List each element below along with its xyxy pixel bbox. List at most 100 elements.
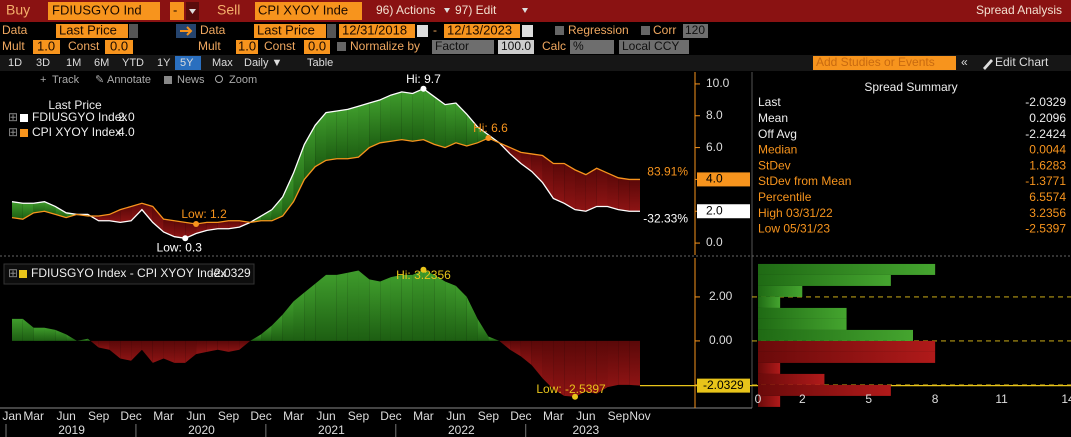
series-line [11, 137, 640, 225]
sell-ticker-input[interactable] [255, 2, 362, 20]
summary-label: StDev from Mean [758, 174, 851, 188]
dropdown[interactable] [327, 24, 336, 38]
spread-fill [358, 103, 370, 158]
end-date[interactable] [444, 24, 520, 38]
spread-fill [271, 196, 283, 221]
checkbox[interactable] [641, 26, 650, 35]
range-tab[interactable]: Daily ▼ [244, 57, 282, 69]
summary-value: -2.2424 [1025, 127, 1066, 141]
pencil-icon [983, 59, 993, 70]
calendar-icon[interactable] [417, 25, 428, 37]
spread-area [477, 318, 489, 341]
legend-value: 4.0 [118, 125, 135, 139]
histogram-bar [758, 285, 803, 297]
factor-input[interactable] [498, 40, 534, 54]
mult-value[interactable]: 1.0 [238, 38, 256, 53]
x-tick-label: Jun [576, 409, 595, 423]
legend-expander: ⊞ [8, 110, 18, 124]
const-input[interactable] [105, 40, 133, 54]
checkbox[interactable] [555, 26, 564, 35]
range-tab[interactable]: 1M [66, 57, 81, 69]
spread-fill [553, 163, 565, 204]
studies-input[interactable] [813, 56, 956, 70]
operator-input[interactable] [170, 2, 184, 20]
y-tick-label: 8.0 [706, 108, 723, 122]
year-label: 2020 [188, 423, 215, 437]
dropdown[interactable] [129, 24, 138, 38]
active-tab[interactable] [175, 56, 201, 70]
currency-value[interactable]: Local CCY [622, 39, 679, 53]
buy-ticker-input[interactable] [48, 2, 160, 20]
calendar-icon[interactable] [522, 25, 533, 37]
currency[interactable] [619, 40, 689, 54]
low-point [182, 235, 189, 242]
spread-fill [282, 173, 294, 217]
normalize-method[interactable] [432, 40, 494, 54]
corr-window[interactable] [683, 24, 708, 38]
spread-fill [131, 203, 142, 221]
news-tool[interactable]: News [177, 74, 205, 86]
corr-window-value[interactable]: 120 [685, 23, 705, 37]
checkbox[interactable] [337, 42, 346, 51]
range-tab[interactable]: YTD [122, 57, 144, 69]
series-line [11, 87, 640, 239]
annotate-tool[interactable]: Annotate [107, 74, 151, 86]
factor-value[interactable]: 100.0 [501, 39, 531, 53]
studies-placeholder[interactable]: Add Studies or Events [816, 55, 935, 69]
const-input[interactable] [304, 40, 330, 54]
collapse-icon[interactable]: « [961, 55, 968, 69]
summary-value: 1.6283 [1029, 158, 1066, 172]
data-field-value[interactable]: Last Price [257, 22, 315, 37]
end-date-value[interactable]: 12/13/2023 [447, 22, 512, 37]
spread-area [607, 340, 619, 388]
data-field-value[interactable]: Last Price [59, 22, 117, 37]
y-tick-label: 0.00 [709, 333, 733, 347]
const-value[interactable]: 0.0 [308, 38, 326, 53]
operator[interactable]: - [173, 2, 177, 17]
range-tab[interactable]: 6M [94, 57, 109, 69]
calc-method[interactable] [570, 40, 614, 54]
spread-fill [564, 163, 576, 210]
range-tab[interactable]: 1Y [157, 57, 171, 69]
normalize-method-value[interactable]: Factor [435, 39, 469, 53]
spread-fill [542, 155, 554, 199]
mult-value[interactable]: 1.0 [37, 38, 55, 53]
spread-area [315, 274, 326, 341]
zoom-tool[interactable]: Zoom [229, 74, 257, 86]
spread-area [131, 340, 142, 361]
calc-method-value[interactable]: % [573, 39, 584, 53]
spread-fill [466, 114, 478, 146]
const-value[interactable]: 0.0 [110, 38, 128, 53]
data-field[interactable] [254, 24, 326, 38]
mult-input[interactable] [236, 40, 258, 54]
hist-tick-label: 5 [865, 392, 872, 406]
dropdown-arrow [189, 9, 196, 14]
spread-area [12, 318, 23, 341]
range-tab[interactable]: Table [307, 57, 333, 69]
start-date[interactable] [339, 24, 415, 38]
spread-fill [531, 153, 543, 183]
sell-ticker[interactable]: CPI XYOY Inde [258, 2, 348, 17]
start-date-value[interactable]: 12/31/2018 [342, 22, 407, 37]
range-tab[interactable]: Max [212, 57, 233, 69]
edit-chart-button[interactable]: Edit Chart [995, 55, 1049, 69]
track-tool[interactable]: Track [52, 74, 80, 86]
actions-menu[interactable]: 96) Actions [376, 3, 435, 17]
x-tick-label: Jan [2, 409, 21, 423]
data-field[interactable] [56, 24, 128, 38]
spread-fill [228, 220, 240, 229]
summary-value: 0.0044 [1029, 143, 1066, 157]
spread-area [293, 292, 305, 341]
edit-menu[interactable]: 97) Edit [455, 3, 497, 17]
mult-input[interactable] [33, 40, 60, 54]
last-value-tag-label: 4.0 [706, 172, 723, 186]
range-tab[interactable]: 3D [36, 57, 50, 69]
spread-fill [217, 220, 229, 229]
screen-title: Spread Analysis [976, 3, 1062, 17]
buy-ticker[interactable]: FDIUSGYO Ind [52, 2, 142, 17]
histogram-bar [758, 329, 913, 341]
high-point [420, 85, 427, 92]
range-tab[interactable]: 1D [8, 57, 22, 69]
high-point [420, 266, 427, 273]
range-tab[interactable]: 5Y [180, 57, 194, 69]
